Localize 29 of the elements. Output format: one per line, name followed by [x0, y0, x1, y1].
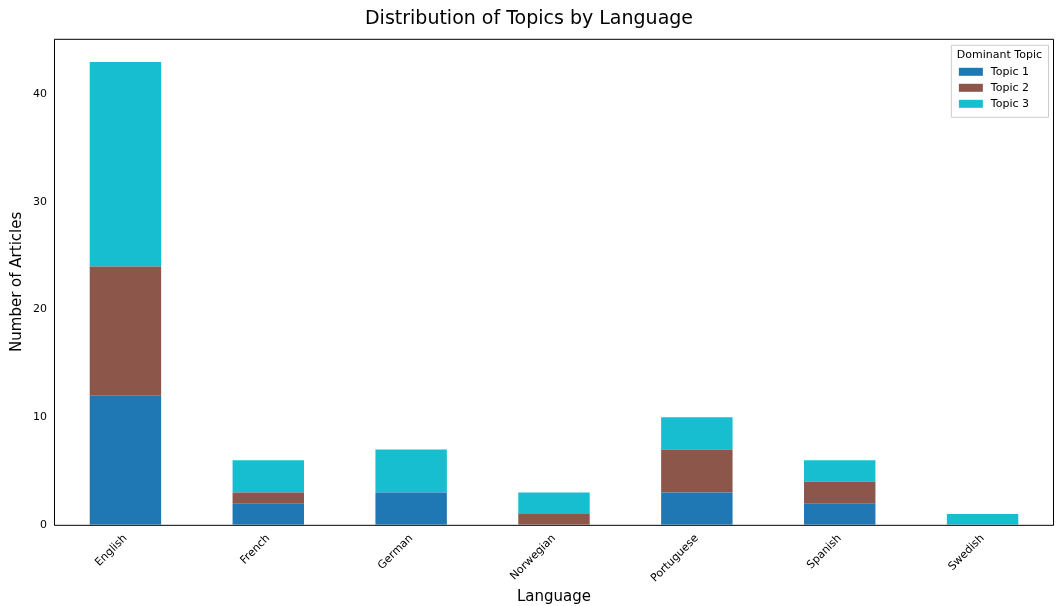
legend-label: Topic 1: [989, 64, 1030, 78]
chart-title: Distribution of Topics by Language: [364, 6, 694, 29]
bar: [518, 514, 590, 525]
bar: [232, 503, 304, 525]
bar: [89, 395, 162, 525]
bar: [804, 460, 876, 482]
y-tick-label: 40: [33, 87, 47, 101]
bar: [518, 492, 590, 515]
bar: [232, 460, 304, 493]
bar: [661, 449, 733, 493]
y-axis-title: Number of Articles: [6, 211, 25, 352]
bar: [89, 266, 162, 396]
x-axis-title: Language: [516, 586, 592, 605]
bar: [661, 417, 733, 450]
bar: [804, 503, 876, 525]
y-tick-label: 30: [33, 194, 47, 208]
legend-label: Topic 3: [989, 96, 1030, 110]
y-tick-label: 10: [33, 410, 47, 424]
legend-label: Topic 2: [989, 80, 1030, 94]
bar: [946, 514, 1019, 525]
bar: [661, 492, 733, 525]
bar: [89, 61, 162, 267]
bar: [804, 481, 876, 504]
y-tick-label: 0: [40, 517, 47, 531]
y-tick-label: 20: [33, 302, 47, 316]
legend-title: Dominant Topic: [956, 47, 1042, 61]
bar: [232, 492, 304, 504]
bar: [375, 449, 447, 493]
bar: [375, 492, 447, 525]
